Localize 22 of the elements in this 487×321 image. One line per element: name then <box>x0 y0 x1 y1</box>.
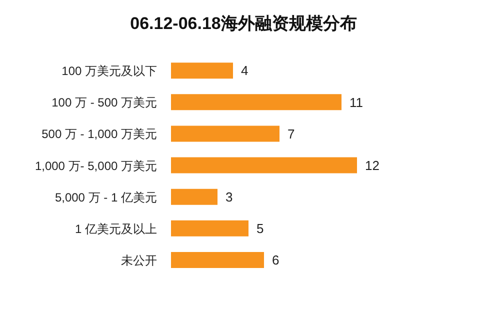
data-label: 6 <box>272 252 280 268</box>
chart-title: 06.12-06.18海外融资规模分布 <box>129 13 358 35</box>
bar <box>171 188 218 205</box>
data-label: 5 <box>256 221 264 236</box>
data-label: 3 <box>226 189 233 204</box>
bar <box>171 157 357 174</box>
bar <box>171 94 342 110</box>
data-label: 11 <box>350 94 363 110</box>
bar <box>171 252 264 268</box>
y-tick-label: 未公开 <box>121 253 157 268</box>
y-tick-label: 1 亿美元及以上 <box>74 222 157 236</box>
y-tick-label: 500 万 - 1,000 万美元 <box>42 127 157 142</box>
data-label: 4 <box>241 63 248 78</box>
y-tick-label: 1,000 万- 5,000 万美元 <box>34 158 157 173</box>
y-tick-label: 100 万美元及以下 <box>62 64 157 78</box>
data-label: 12 <box>365 158 380 173</box>
bar <box>171 62 233 79</box>
data-label: 7 <box>288 126 295 142</box>
bar <box>171 220 248 236</box>
y-tick-label: 100 万 - 500 万美元 <box>52 96 157 110</box>
y-tick-label: 5,000 万 - 1 亿美元 <box>54 190 157 204</box>
bar <box>171 126 280 142</box>
